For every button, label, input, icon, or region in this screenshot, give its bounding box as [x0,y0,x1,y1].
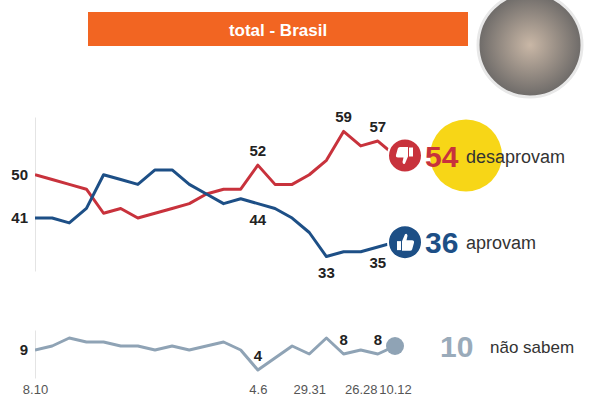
data-label: 44 [250,211,267,228]
thumbs-up-icon [397,234,414,251]
end-dot [386,337,404,355]
data-label: 35 [370,254,387,271]
thumbs-down-icon [396,147,413,164]
chart-root: total - Brasil 50 52 59 57 54 desaprovam 41 44 33… [0,0,600,400]
y-axis [35,118,36,272]
y-axis-line [35,331,36,379]
data-label: 4 [254,347,263,364]
y-axis-line [35,118,36,272]
series-name: não sabem [490,338,574,357]
plot-area [35,131,395,256]
x-tick: 26.28 [345,382,378,397]
end-value-label: 36 [425,226,458,259]
labels: 9 4 8 8 10 não sabem [20,330,574,364]
x-tick-label: 8.10 [23,382,48,397]
data-label: 59 [335,108,352,125]
data-label: 57 [370,118,387,135]
data-label: 9 [20,341,28,358]
data-label: 52 [250,142,267,159]
x-axis: 8.10 4.6 29.31 26.2810.12 [23,382,412,397]
x-tick: 4.6 [249,382,267,397]
series-name: aprovam [466,233,536,253]
photo [478,0,582,97]
end-icon-circle [388,225,422,259]
x-tick-label: 10.12 [379,382,412,397]
x-tick-label: 29.31 [294,382,327,397]
series-line [35,170,395,257]
end-icon-circle [388,139,422,173]
x-tick-label: 4.6 [249,382,267,397]
x-tick-label: 26.28 [345,382,378,397]
end-value-label: 10 [440,330,473,363]
end-value-label: 54 [425,140,459,173]
end-icon [388,139,422,173]
series-name: desaprovam [466,147,565,167]
title: total - Brasil [229,21,327,40]
labels: 50 52 59 57 54 desaprovam 41 44 33 35 36 aprovam [11,108,565,280]
end-icon [388,225,422,259]
data-label: 33 [318,264,335,281]
data-label: 8 [374,331,382,348]
x-tick: 29.31 [294,382,327,397]
x-tick: 8.10 [23,382,48,397]
data-label: 41 [11,209,28,226]
title-banner [88,12,468,46]
x-tick: 10.12 [379,382,412,397]
data-label: 50 [11,166,28,183]
end-markers [386,337,404,355]
data-label: 8 [339,331,347,348]
y-axis [35,331,36,379]
